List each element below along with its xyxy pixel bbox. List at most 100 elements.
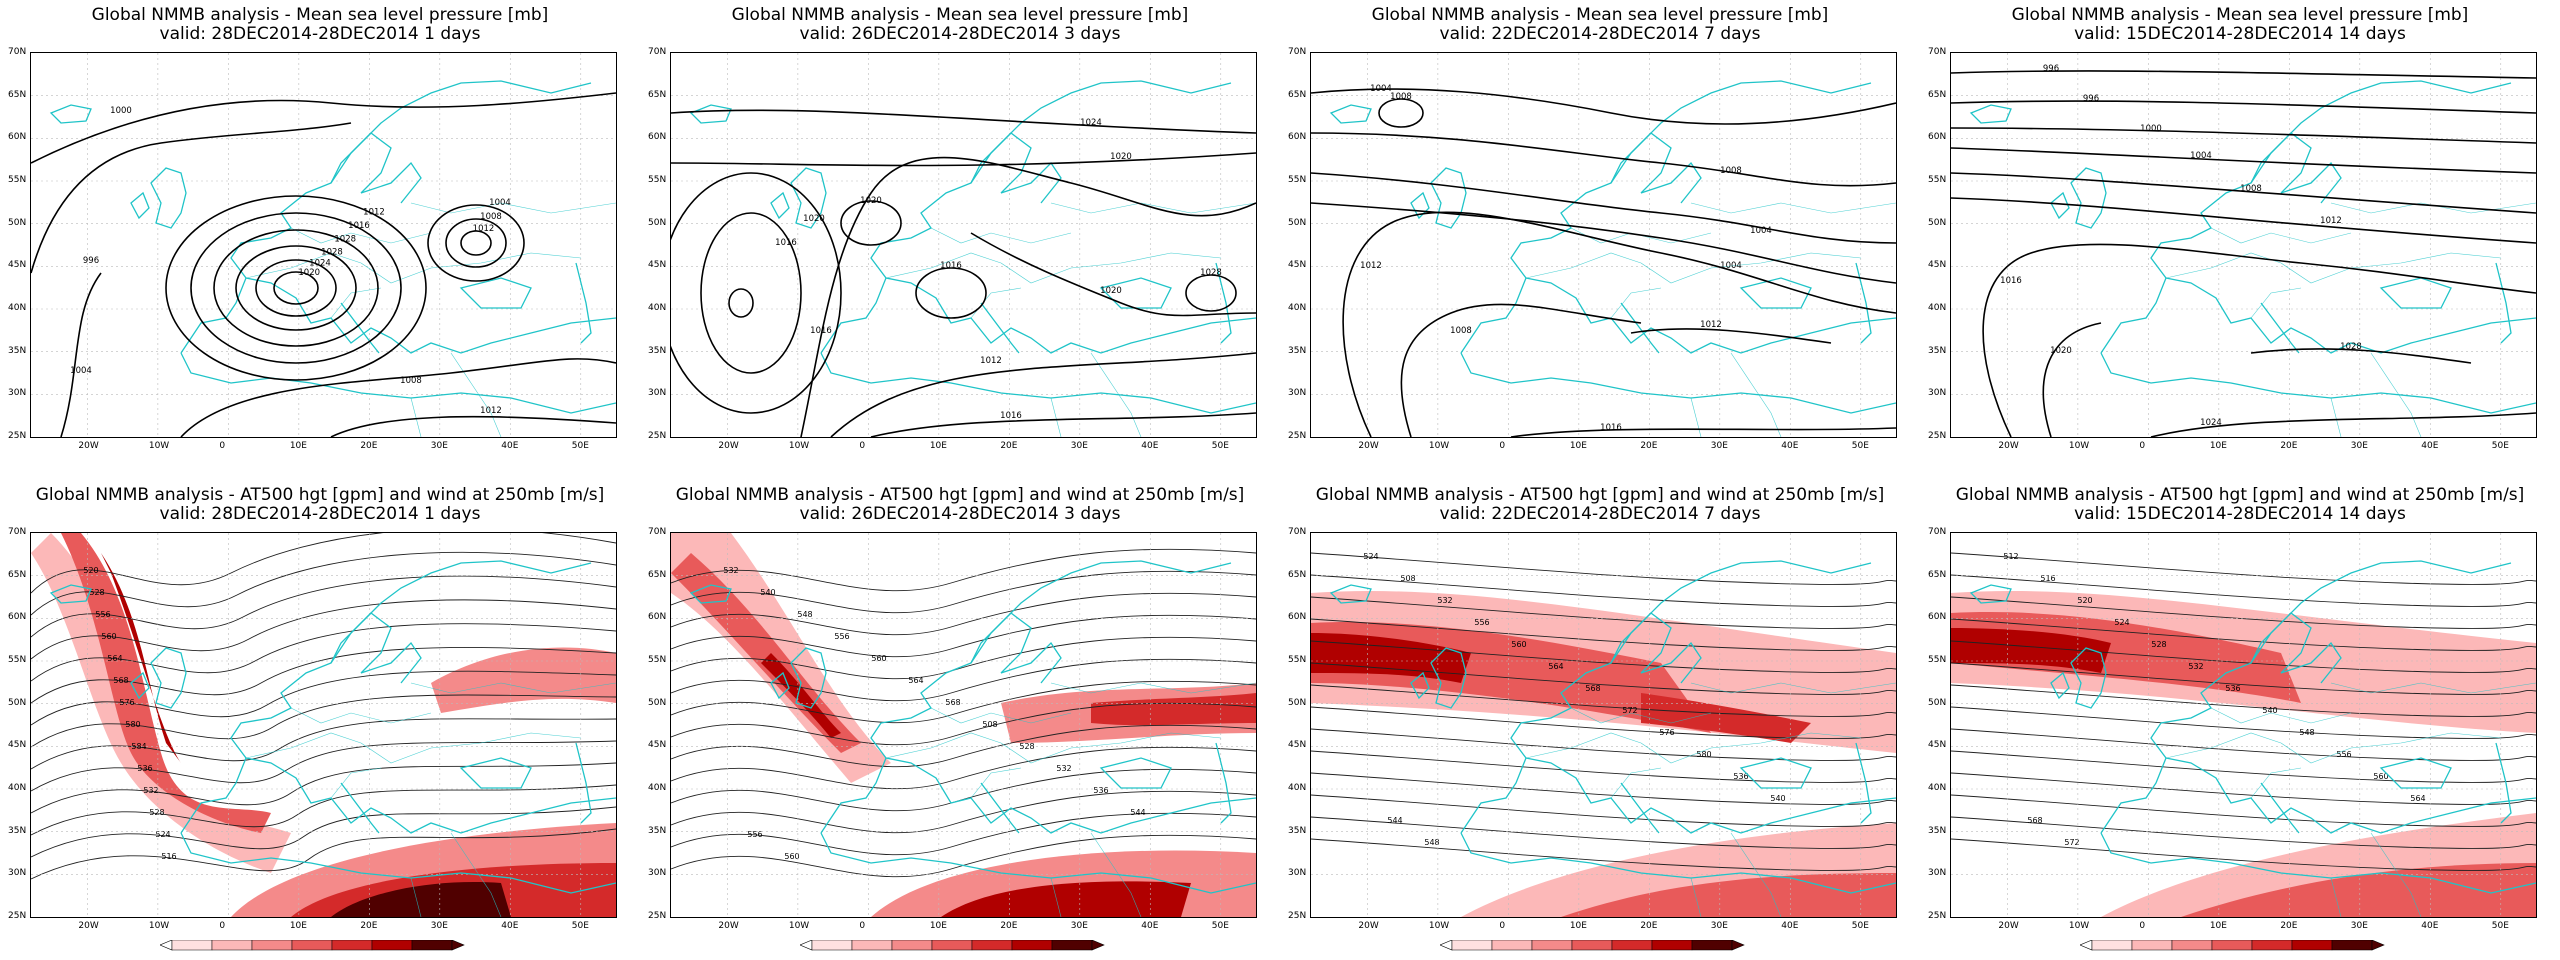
contour-label: 532: [2188, 662, 2203, 671]
contour-label: 1024: [2200, 418, 2222, 428]
panel-title: Global NMMB analysis - Mean sea level pr…: [1371, 5, 1829, 25]
contour-label: 1008: [1450, 326, 1472, 336]
contour-label: 576: [1659, 728, 1674, 737]
map-area: 1016 1020 1020 1016 1028 1024 1020 1016 1012 1016…: [670, 52, 1257, 438]
panel-valid-period: valid: 15DEC2014-28DEC2014 14 days: [2074, 24, 2406, 44]
z500-panel: Global NMMB analysis - AT500 hgt [gpm] a…: [1280, 480, 1920, 960]
longitude-label: 40E: [501, 441, 519, 451]
contour-label: 564: [2410, 794, 2425, 803]
longitude-label: 20E: [1640, 441, 1658, 451]
contour-label: 1020: [803, 214, 825, 224]
contour-label: 1020: [1110, 152, 1132, 162]
latitude-label: 30N: [8, 868, 27, 879]
contour-label: 1016: [1000, 411, 1022, 421]
contour-label: 1008: [400, 376, 422, 386]
contour-label: 516: [2040, 574, 2055, 583]
map-area: 996 996 1000 1004 1008 1012 1016 1020 1024 1028: [1950, 52, 2537, 438]
longitude-label: 30E: [1070, 441, 1088, 451]
longitude-label: 50E: [1211, 441, 1229, 451]
longitude-label: 10E: [929, 441, 947, 451]
latitude-label: 25N: [648, 911, 667, 921]
longitude-label: 50E: [2491, 921, 2509, 931]
latitude-label: 50N: [1928, 217, 1947, 228]
latitude-label: 25N: [8, 431, 27, 441]
longitude-label: 10E: [1569, 441, 1587, 451]
longitude-label: 10E: [289, 921, 307, 931]
contour-label: 1012: [2320, 216, 2342, 226]
contour-label: 1016: [775, 238, 797, 248]
contour-label: 1020: [2050, 346, 2072, 356]
contour-label: 1004: [1370, 84, 1392, 94]
latitude-label: 30N: [1288, 388, 1307, 399]
longitude-label: 50E: [571, 441, 589, 451]
longitude-label: 0: [859, 921, 866, 931]
longitude-label: 10W: [148, 921, 170, 931]
contour-label: 540: [2262, 706, 2277, 715]
latitude-label: 40N: [1928, 783, 1947, 793]
contour-label: 528: [2151, 640, 2166, 649]
latitude-label: 60N: [648, 612, 667, 623]
panel-valid-period: valid: 26DEC2014-28DEC2014 3 days: [799, 24, 1121, 44]
latitude-label: 60N: [1288, 612, 1307, 623]
latitude-label: 45N: [1288, 260, 1307, 271]
latitude-label: 70N: [1288, 527, 1307, 537]
longitude-label: 30E: [2350, 441, 2368, 451]
map-plot: 1016 1020 1020 1016 1028 1024 1020 1016 1012 1016…: [671, 53, 1256, 437]
contour-label: 532: [1437, 596, 1452, 605]
longitude-label: 20W: [78, 441, 99, 451]
contour-label: 544: [1130, 808, 1145, 817]
contour-label: 560: [101, 632, 116, 641]
contour-label: 1000: [110, 106, 132, 116]
latitude-label: 25N: [1928, 911, 1947, 921]
contour-label: 536: [2225, 684, 2240, 693]
contour-label: 568: [113, 676, 128, 685]
latitude-label: 30N: [1928, 868, 1947, 879]
longitude-label: 50E: [2491, 441, 2509, 451]
longitude-label: 30E: [430, 441, 448, 451]
contour-label: 520: [83, 566, 98, 575]
longitude-label: 10W: [788, 441, 810, 451]
contour-label: 532: [143, 786, 158, 795]
contour-label: 1004: [1720, 261, 1742, 271]
panel-title: Global NMMB analysis - AT500 hgt [gpm] a…: [35, 485, 605, 505]
panel-valid-period: valid: 22DEC2014-28DEC2014 7 days: [1439, 504, 1761, 524]
longitude-label: 50E: [571, 921, 589, 931]
contour-label: 520: [2077, 596, 2092, 605]
contour-label: 1024: [1080, 118, 1102, 128]
latitude-label: 45N: [8, 260, 27, 271]
latitude-label: 25N: [1288, 911, 1307, 921]
latitude-label: 65N: [1288, 89, 1307, 100]
latitude-label: 70N: [8, 527, 27, 537]
longitude-label: 20W: [718, 441, 739, 451]
longitude-label: 10W: [2068, 441, 2090, 451]
latitude-label: 50N: [1288, 697, 1307, 708]
longitude-label: 20W: [718, 921, 739, 931]
latitude-label: 25N: [1928, 431, 1947, 441]
contour-label: 1028: [321, 247, 343, 257]
contour-label: 1012: [473, 224, 495, 234]
longitude-label: 10E: [2209, 441, 2227, 451]
map-plot: 524 508 532 556 560 564 568 572 576 580 536 540 544 5…: [1311, 533, 1896, 917]
latitude-label: 50N: [1288, 217, 1307, 228]
longitude-label: 40E: [1141, 441, 1159, 451]
latitude-label: 40N: [8, 783, 27, 793]
contour-label: 1020: [298, 268, 320, 278]
latitude-label: 35N: [1928, 345, 1947, 356]
contour-label: 508: [1400, 574, 1415, 583]
contour-label: 528: [89, 588, 104, 597]
mslp-panel: Global NMMB analysis - Mean sea level pr…: [1280, 0, 1920, 480]
longitude-label: 0: [219, 921, 226, 931]
contour-label: 1020: [860, 196, 882, 206]
longitude-label: 20W: [1358, 921, 1379, 931]
contour-label: 568: [2027, 816, 2042, 825]
latitude-label: 45N: [1928, 740, 1947, 751]
latitude-label: 70N: [648, 527, 667, 537]
latitude-label: 35N: [1288, 345, 1307, 356]
latitude-label: 65N: [648, 89, 667, 100]
longitude-label: 10W: [788, 921, 810, 931]
longitude-label: 0: [1499, 441, 1506, 451]
contour-label: 1008: [1720, 166, 1742, 176]
